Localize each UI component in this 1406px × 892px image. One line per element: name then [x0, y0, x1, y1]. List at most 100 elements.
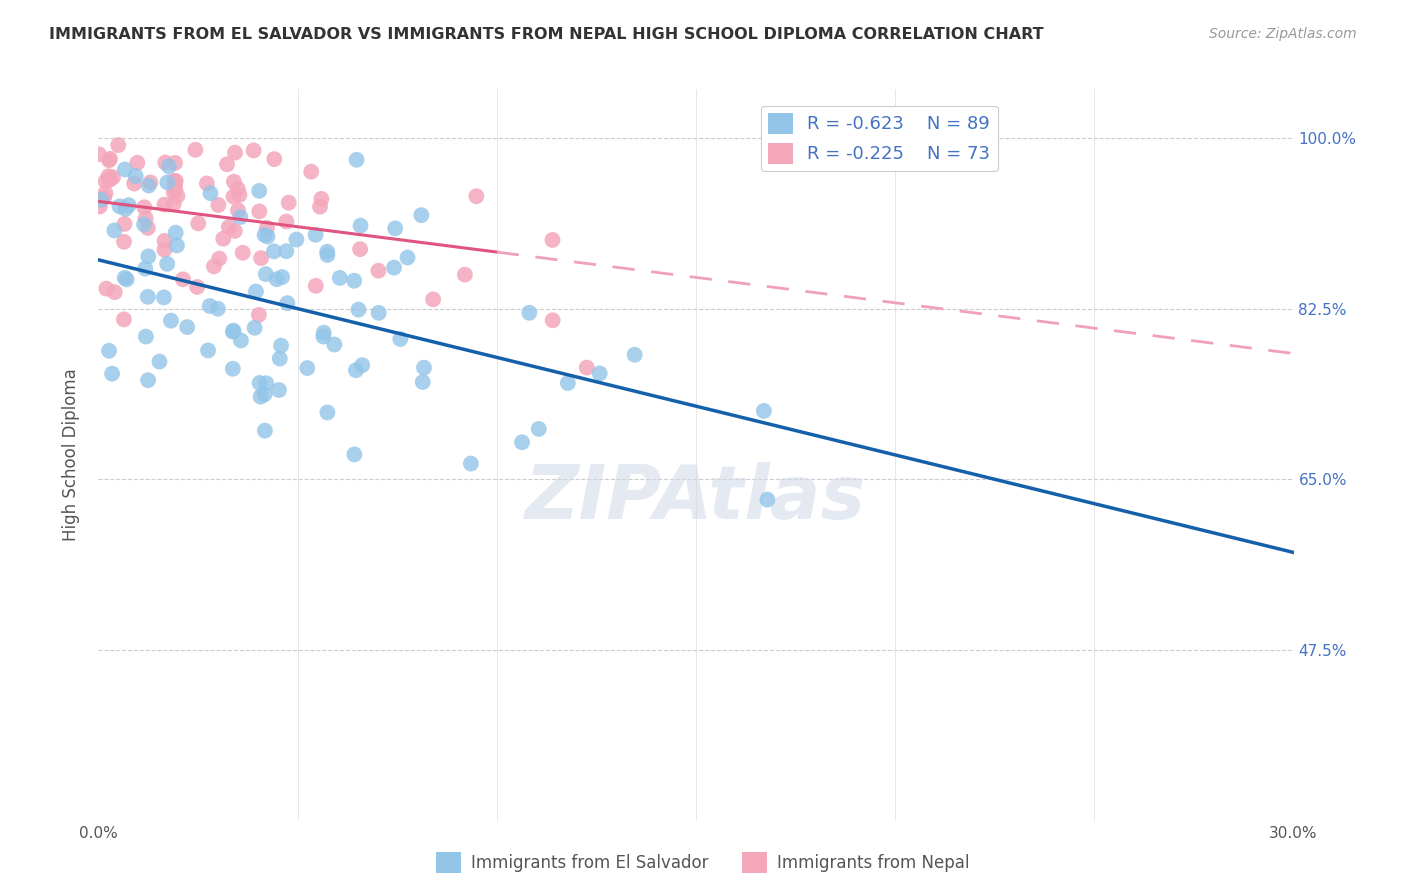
Point	[215, 157, 238, 171]
Point	[153, 243, 176, 257]
Point	[89, 199, 111, 213]
Point	[114, 217, 136, 231]
Point	[166, 188, 188, 202]
Point	[200, 186, 222, 201]
Point	[122, 177, 145, 191]
Point	[136, 290, 159, 304]
Point	[157, 159, 180, 173]
Point	[297, 361, 319, 376]
Point	[229, 334, 252, 348]
Point	[389, 332, 412, 346]
Point	[153, 197, 176, 211]
Point	[136, 373, 159, 387]
Point	[153, 290, 176, 304]
Point	[269, 351, 291, 366]
Point	[249, 390, 271, 404]
Point	[460, 457, 482, 471]
Point	[305, 278, 328, 293]
Point	[367, 306, 389, 320]
Point	[166, 238, 188, 252]
Point	[226, 203, 249, 218]
Point	[263, 244, 285, 259]
Point	[312, 326, 335, 340]
Point	[352, 358, 374, 372]
Point	[413, 360, 436, 375]
Point	[155, 155, 177, 169]
Point	[93, 190, 115, 204]
Point	[104, 285, 127, 300]
Point	[107, 138, 129, 153]
Point	[156, 257, 179, 271]
Point	[312, 329, 335, 343]
Point	[163, 197, 186, 211]
Point	[134, 200, 156, 214]
Point	[411, 208, 433, 222]
Point	[276, 214, 298, 228]
Point	[242, 144, 264, 158]
Point	[270, 338, 292, 352]
Point	[396, 251, 419, 265]
Point	[222, 361, 245, 376]
Point	[98, 343, 121, 358]
Point	[208, 252, 231, 266]
Point	[101, 170, 124, 185]
Point	[114, 162, 136, 177]
Point	[108, 199, 131, 213]
Point	[349, 242, 371, 256]
Point	[254, 376, 277, 391]
Point	[343, 274, 366, 288]
Point	[153, 234, 176, 248]
Point	[135, 329, 157, 343]
Point	[256, 220, 278, 235]
Point	[323, 337, 346, 351]
Point	[138, 178, 160, 193]
Text: Source: ZipAtlas.com: Source: ZipAtlas.com	[1209, 27, 1357, 41]
Point	[422, 293, 444, 307]
Point	[156, 175, 179, 189]
Point	[346, 153, 368, 167]
Legend: Immigrants from El Salvador, Immigrants from Nepal: Immigrants from El Salvador, Immigrants …	[430, 846, 976, 880]
Point	[256, 229, 278, 244]
Point	[316, 244, 339, 259]
Point	[517, 306, 540, 320]
Y-axis label: High School Diploma: High School Diploma	[62, 368, 80, 541]
Text: IMMIGRANTS FROM EL SALVADOR VS IMMIGRANTS FROM NEPAL HIGH SCHOOL DIPLOMA CORRELA: IMMIGRANTS FROM EL SALVADOR VS IMMIGRANT…	[49, 27, 1043, 42]
Point	[465, 189, 488, 203]
Point	[267, 383, 290, 397]
Point	[541, 313, 564, 327]
Point	[347, 302, 370, 317]
Point	[135, 211, 157, 226]
Point	[127, 155, 149, 169]
Point	[541, 233, 564, 247]
Point	[165, 226, 187, 240]
Point	[276, 244, 298, 259]
Point	[165, 177, 187, 191]
Point	[132, 218, 155, 232]
Point	[222, 325, 245, 339]
Point	[94, 186, 117, 201]
Point	[165, 182, 187, 196]
Point	[367, 263, 389, 277]
Point	[224, 224, 246, 238]
Point	[163, 186, 186, 200]
Point	[222, 175, 245, 189]
Point	[384, 221, 406, 235]
Point	[316, 248, 339, 262]
Point	[134, 261, 156, 276]
Point	[752, 404, 775, 418]
Point	[266, 272, 288, 286]
Point	[756, 492, 779, 507]
Point	[245, 285, 267, 299]
Point	[222, 324, 245, 338]
Point	[96, 282, 118, 296]
Point	[253, 424, 276, 438]
Point	[124, 169, 146, 183]
Point	[589, 367, 612, 381]
Point	[197, 343, 219, 358]
Point	[98, 152, 121, 166]
Point	[165, 156, 187, 170]
Point	[160, 313, 183, 327]
Point	[247, 204, 270, 219]
Point	[118, 198, 141, 212]
Point	[148, 354, 170, 368]
